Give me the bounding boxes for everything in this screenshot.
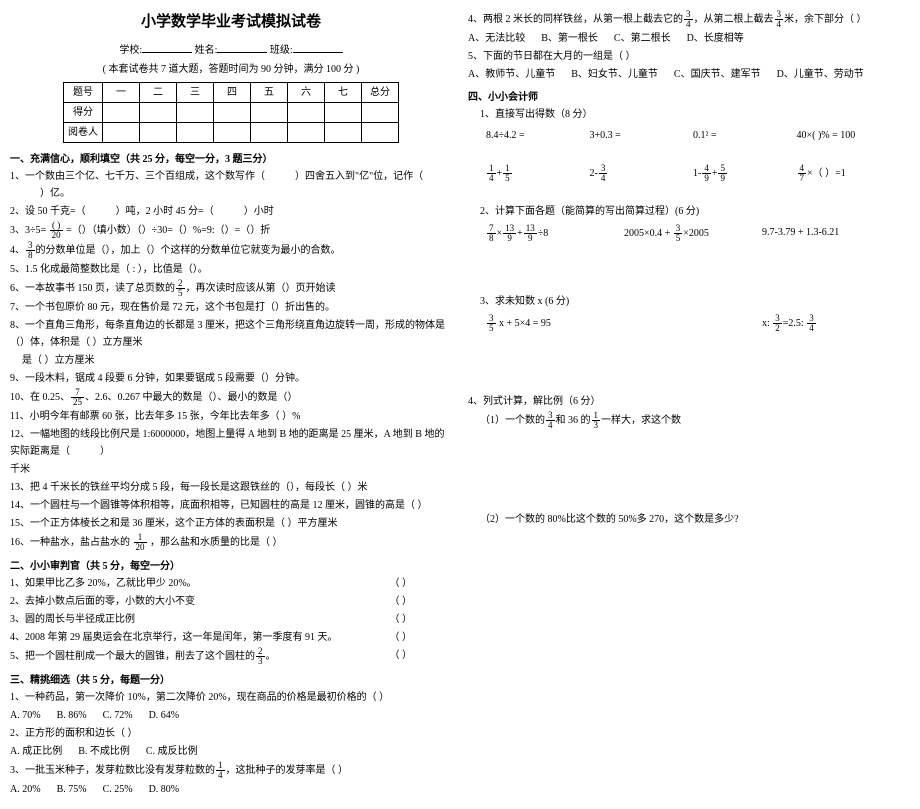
hdr: 总分	[362, 82, 399, 102]
label-school: 学校:	[119, 45, 142, 56]
row-label: 阅卷人	[64, 122, 103, 142]
class-blank[interactable]	[293, 40, 343, 53]
q3-5c: A、教师节、儿童节B、妇女节、儿童节C、国庆节、建军节D、儿童节、劳动节	[468, 66, 910, 83]
section-3: 三、精挑细选（共 5 分，每题一分）	[10, 672, 452, 689]
q3-3c: A. 20%B. 75%C. 25%D. 80%	[10, 781, 452, 798]
q1-7: 7、一个书包原价 80 元，现在售价是 72 元，这个书包是打（）折出售的。	[10, 299, 452, 316]
q1-14: 14、一个圆柱与一个圆锥等体积相等，底面积相等，已知圆柱的高是 12 厘米，圆锥…	[10, 497, 452, 514]
q2-1: 1、如果甲比乙多 20%，乙就比甲少 20%。（ ）	[10, 575, 452, 592]
q1-15: 15、一个正方体棱长之和是 36 厘米，这个正方体的表面积是（ ）平方厘米	[10, 515, 452, 532]
section-1: 一、充满信心，顺利填空（共 25 分，每空一分，3 题三分）	[10, 151, 452, 168]
q1-12b: 千米	[10, 461, 452, 478]
hdr: 七	[325, 82, 362, 102]
q2-4: 4、2008 年第 29 届奥运会在北京举行，这一年是闰年，第一季度有 91 天…	[10, 629, 452, 646]
hdr: 六	[288, 82, 325, 102]
score-table: 题号 一 二 三 四 五 六 七 总分 得分 阅卷人	[63, 82, 399, 143]
q4-4: 4、列式计算，解比例（6 分）	[468, 393, 910, 410]
hdr: 五	[251, 82, 288, 102]
q1-13: 13、把 4 千米长的铁丝平均分成 5 段，每一段长是这跟铁丝的（），每段长（ …	[10, 479, 452, 496]
q2-2: 2、去掉小数点后面的零，小数的大小不变（ ）	[10, 593, 452, 610]
q3-2: 2、正方形的面积和边长（ ）	[10, 725, 452, 742]
section-2: 二、小小审判官（共 5 分，每空一分）	[10, 558, 452, 575]
q1-8: 8、一个直角三角形，每条直角边的长都是 3 厘米，把这个三角形绕直角边旋转一周，…	[10, 317, 452, 351]
q1-4: 4、38的分数单位是（），加上（）个这样的分数单位它就变为最小的合数。	[10, 241, 452, 260]
section-4: 四、小小会计师	[468, 89, 910, 106]
label-class: 班级:	[270, 45, 293, 56]
q4-4d: （2）一个数的 80%比这个数的 50%多 270，这个数是多少?	[468, 511, 910, 528]
q4-4a: （1）一个数的34和 36 的13一样大，求这个数	[468, 411, 910, 430]
school-blank[interactable]	[142, 40, 192, 53]
q2-5: 5、把一个圆柱削成一个最大的圆锥，削去了这个圆柱的23。（ ）	[10, 647, 452, 666]
paper-title: 小学数学毕业考试模拟试卷	[10, 10, 452, 36]
q1-12: 12、一幅地图的线段比例尺是 1:6000000，地图上量得 A 地到 B 地的…	[10, 426, 452, 460]
hdr: 题号	[64, 82, 103, 102]
q3-2c: A. 成正比例B. 不成比例C. 成反比例	[10, 743, 452, 760]
q3-3: 3、一批玉米种子，发芽粒数比没有发芽粒数的14，这批种子的发芽率是（ ）	[10, 761, 452, 780]
q4-2: 2、计算下面各题（能简算的写出简算过程）(6 分)	[468, 203, 910, 220]
q1-9: 9、一段木料，锯成 4 段要 6 分钟，如果要锯成 5 段需要（）分钟。	[10, 370, 452, 387]
q2-3: 3、圆的周长与半径成正比例（ ）	[10, 611, 452, 628]
q4-1: 1、直接写出得数（8 分）	[468, 106, 910, 123]
hdr: 四	[214, 82, 251, 102]
q1-2: 2、设 50 千克=（）吨，2 小时 45 分=（）小时	[10, 203, 452, 220]
paper-note: ( 本套试卷共 7 道大题，答题时间为 90 分钟，满分 100 分 )	[10, 61, 452, 78]
q3-4: 4、两根 2 米长的同样铁丝，从第一根上截去它的34，从第二根上截去34米，余下…	[468, 10, 910, 29]
student-info: 学校: 姓名: 班级:	[10, 40, 452, 59]
calc-row-3: 78×139+139÷8 2005×0.4 + 35×2005 9.7-3.79…	[486, 224, 900, 243]
q3-1c: A. 70%B. 86%C. 72%D. 64%	[10, 707, 452, 724]
row-label: 得分	[64, 102, 103, 122]
q1-8b: 是（ ）立方厘米	[10, 352, 452, 369]
q1-11: 11、小明今年有邮票 60 张，比去年多 15 张，今年比去年多（ ）%	[10, 408, 452, 425]
q1-16: 16、一种盐水，盐占盐水的 120 ，那么盐和水质量的比是（ ）	[10, 533, 452, 552]
q3-1: 1、一种药品，第一次降价 10%，第二次降价 20%，现在商品的价格是最初价格的…	[10, 689, 452, 706]
calc-row-1: 8.4÷4.2 =3+0.3 =0.1² =40×( )% = 100	[486, 127, 900, 144]
q3-4d: A、无法比较B、第一根长C、第二根长D、长度相等	[468, 30, 910, 47]
hdr: 二	[140, 82, 177, 102]
label-name: 姓名:	[195, 45, 218, 56]
hdr: 三	[177, 82, 214, 102]
q1-10: 10、在 0.25、725、2.6、0.267 中最大的数是（）、最小的数是（）	[10, 388, 452, 407]
name-blank[interactable]	[217, 40, 267, 53]
q1-6: 6、一本故事书 150 页，读了总页数的25，再次读时应该从第（）页开始读	[10, 279, 452, 298]
q4-3: 3、求未知数 x (6 分)	[468, 293, 910, 310]
q1-5: 5、1.5 化成最简整数比是（ : ），比值是（）。	[10, 261, 452, 278]
calc-row-4: 35 x + 5×4 = 95 x: 32=2.5: 34	[486, 314, 900, 333]
hdr: 一	[103, 82, 140, 102]
calc-row-2: 14+15 2-34 1-49+59 47×（ ）=1	[486, 164, 900, 183]
q1-3: 3、3÷5= ( )20 =（）（填小数）（）÷30=（）%=9:（）=（）折	[10, 221, 452, 240]
q1-1: 1、一个数由三个亿、七千万、三个百组成，这个数写作（）四舍五入到"亿"位，记作（…	[10, 168, 452, 202]
q3-5: 5、下面的节日都在大月的一组是（ ）	[468, 48, 910, 65]
